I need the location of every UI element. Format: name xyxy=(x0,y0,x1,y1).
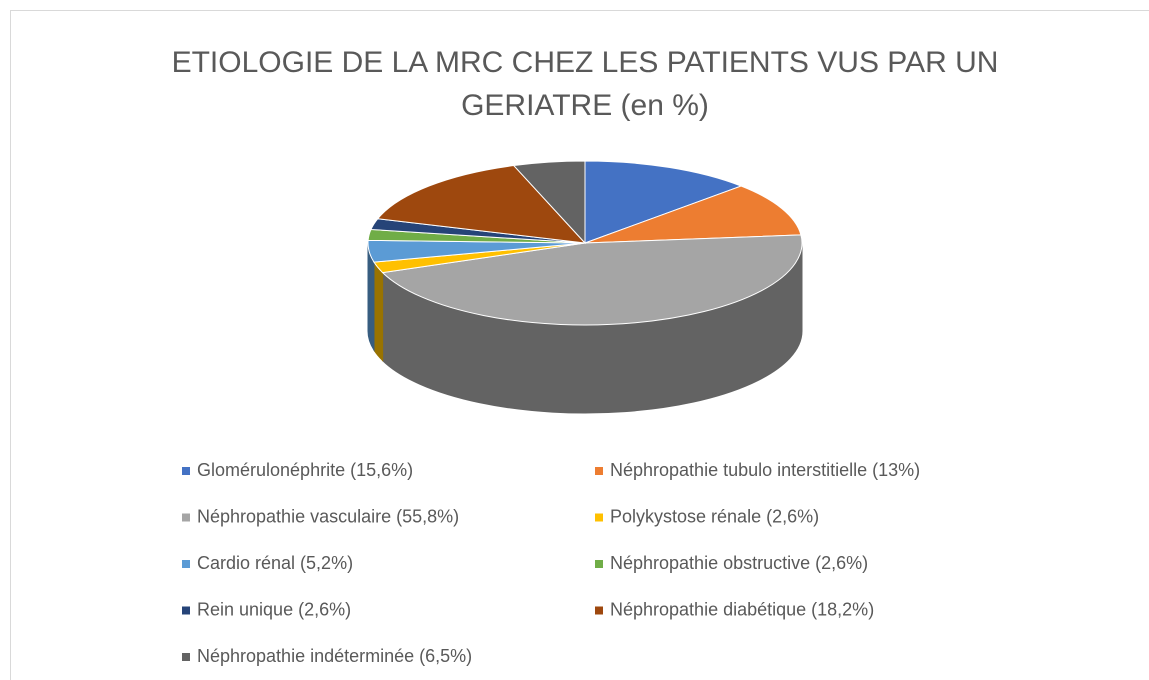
legend-label: Polykystose rénale (2,6%) xyxy=(610,506,819,526)
legend-marker xyxy=(595,606,603,615)
legend-label: Rein unique (2,6%) xyxy=(197,599,351,619)
legend-label: Néphropathie diabétique (18,2%) xyxy=(610,599,874,619)
chart-title: GERIATRE (en %) xyxy=(461,89,709,122)
legend-marker xyxy=(595,560,603,568)
legend-marker xyxy=(182,467,190,475)
chart-title: ETIOLOGIE DE LA MRC CHEZ LES PATIENTS VU… xyxy=(172,46,999,79)
legend-marker xyxy=(182,606,190,615)
legend-label: Néphropathie obstructive (2,6%) xyxy=(610,553,868,573)
legend-marker xyxy=(182,653,190,661)
legend-marker xyxy=(595,513,603,522)
legend-label: Néphropathie vasculaire (55,8%) xyxy=(197,506,459,526)
legend-marker xyxy=(182,513,190,522)
legend-label: Néphropathie tubulo interstitielle (13%) xyxy=(610,460,920,480)
slice xyxy=(584,185,802,244)
slice xyxy=(376,165,587,244)
slice xyxy=(584,160,743,244)
legend-label: Néphropathie indéterminée (6,5%) xyxy=(197,646,472,666)
legend-marker xyxy=(182,560,190,568)
legend-label: Cardio rénal (5,2%) xyxy=(197,553,353,573)
legend-marker xyxy=(595,467,603,475)
legend-label: Glomérulonéphrite (15,6%) xyxy=(197,460,413,480)
slice-side xyxy=(373,260,384,362)
slice xyxy=(512,160,586,245)
